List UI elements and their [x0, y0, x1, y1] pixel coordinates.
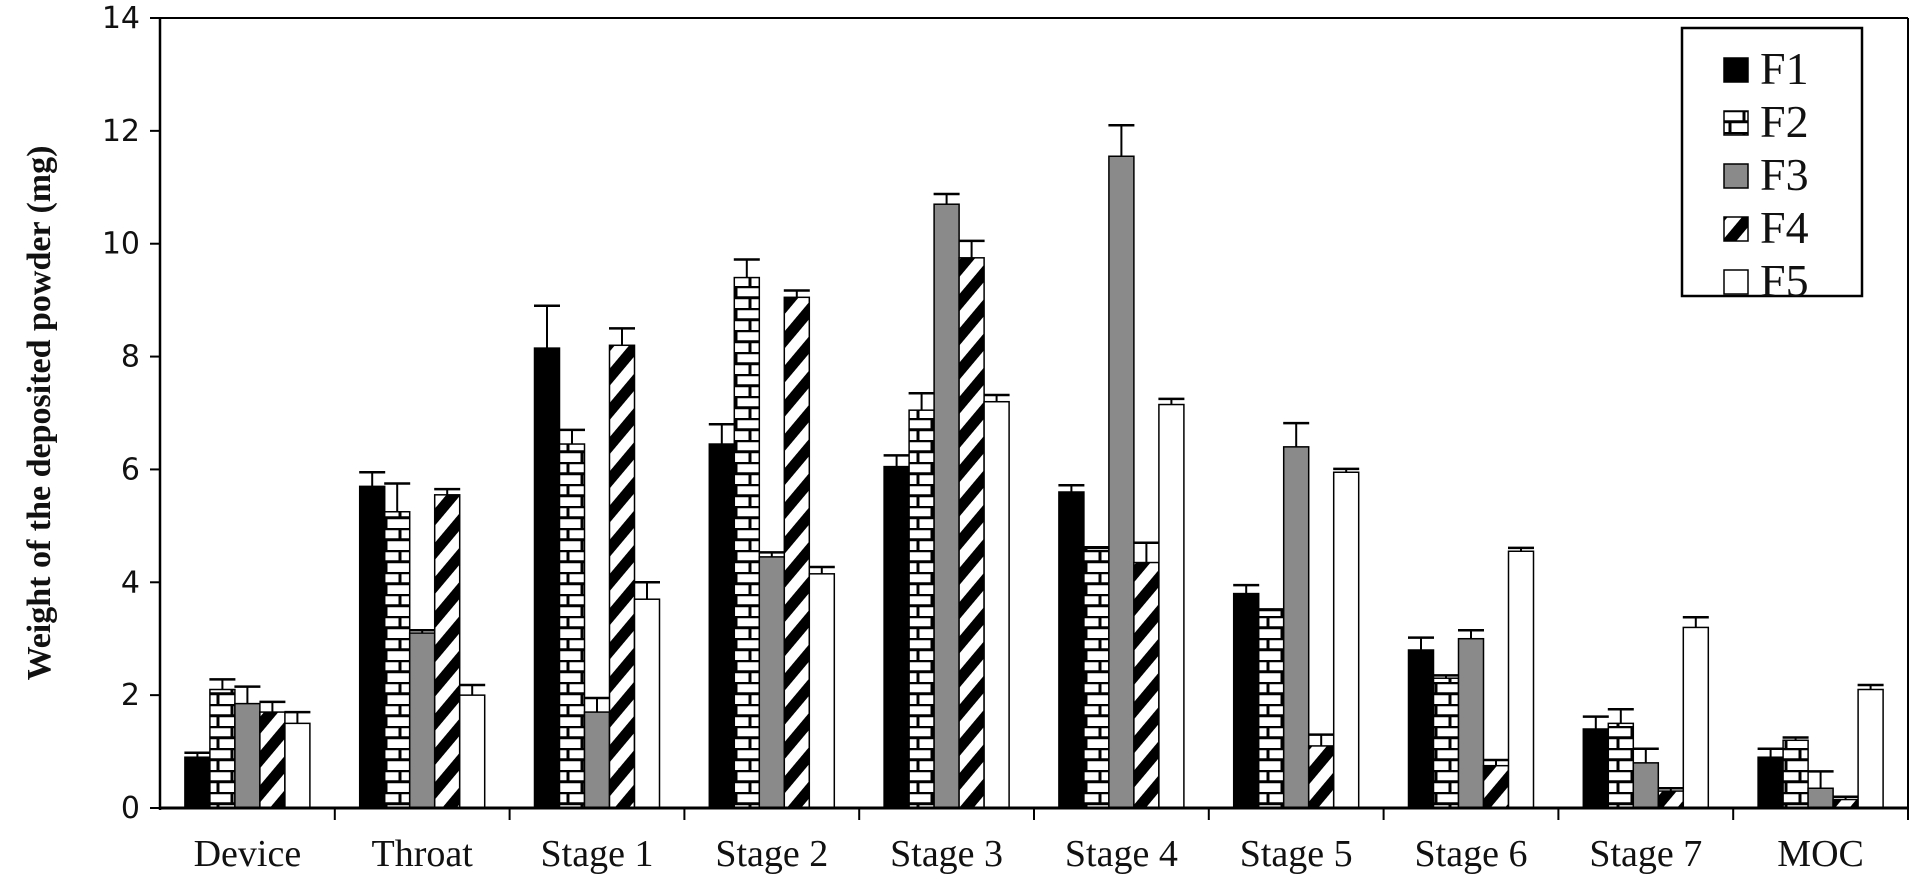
bar-f5 [458, 694, 486, 809]
bar-f5 [633, 598, 661, 809]
bar-f5 [983, 400, 1010, 809]
bar-f2 [383, 511, 411, 809]
legend-swatch-f4 [1723, 216, 1749, 242]
x-tick-label: MOC [1777, 833, 1864, 874]
axes: 0 2 4 6 8 10 12 14 Weight of the deposited powde… [21, 1, 1909, 875]
bars [184, 123, 1884, 809]
bar-f5 [1332, 471, 1360, 809]
legend-label-f4: F4 [1760, 202, 1809, 253]
legend-label-f3: F3 [1760, 149, 1809, 200]
bar-f3 [1807, 787, 1834, 809]
bar-f2 [733, 276, 761, 809]
y-tick-label: 6 [121, 452, 140, 487]
legend-label-f1: F1 [1760, 43, 1809, 94]
bar-f5 [1682, 626, 1710, 809]
x-tick-label: Stage 4 [1065, 833, 1178, 874]
bar-f2 [1257, 609, 1285, 809]
y-tick-label: 12 [102, 114, 140, 149]
bar-f3 [1282, 446, 1310, 809]
bar-f1 [1058, 491, 1085, 809]
bar-f4 [1307, 745, 1335, 809]
bar-f1 [1757, 756, 1784, 809]
bar-f1 [358, 485, 386, 809]
legend-swatch-f2 [1723, 110, 1749, 136]
bar-f2 [908, 409, 935, 809]
x-tick-label: Stage 2 [715, 833, 828, 874]
bar-f2 [1432, 677, 1460, 809]
bar-f4 [1482, 764, 1510, 809]
bar-f1 [1232, 592, 1260, 809]
bar-f3 [1632, 762, 1660, 809]
bar-f1 [708, 443, 736, 809]
x-tick-label: Device [194, 833, 302, 874]
bar-f4 [259, 711, 286, 809]
x-tick-label: Stage 7 [1589, 833, 1702, 874]
y-tick-label: 10 [102, 227, 140, 262]
bar-f4 [608, 344, 636, 809]
bar-f3 [758, 556, 786, 809]
y-tick-label: 8 [121, 340, 140, 375]
bar-f1 [1582, 728, 1610, 809]
bar-f2 [209, 688, 236, 809]
bar-f3 [1108, 155, 1135, 809]
y-tick-label: 4 [121, 565, 140, 600]
bar-f4 [1657, 790, 1685, 809]
bar-f3 [1457, 637, 1485, 809]
y-axis-title: Weight of the deposited powder (mg) [21, 146, 58, 681]
bar-f2 [1607, 722, 1635, 809]
bar-f5 [808, 573, 836, 809]
x-tick-label: Stage 1 [541, 833, 654, 874]
bar-f4 [958, 257, 985, 809]
legend-box [1680, 26, 1864, 298]
bar-f3 [234, 702, 261, 809]
bar-f1 [1407, 649, 1435, 809]
legend-label-f2: F2 [1760, 96, 1809, 147]
bar-f3 [408, 632, 436, 809]
bar-f2 [1782, 739, 1809, 809]
bar-f4 [1133, 561, 1160, 809]
x-tick-label: Stage 3 [890, 833, 1003, 874]
bar-f5 [1857, 688, 1884, 809]
x-tick-label: Stage 5 [1240, 833, 1353, 874]
x-tick-label: Throat [372, 833, 474, 874]
bar-f2 [1083, 547, 1110, 809]
bar-f1 [883, 465, 910, 809]
legend-swatch-f5 [1723, 269, 1749, 295]
bar-f5 [1507, 550, 1535, 809]
bar-f2 [558, 443, 586, 809]
legend-label-f5: F5 [1760, 255, 1809, 306]
bar-f5 [284, 722, 311, 809]
bar-f3 [583, 711, 611, 809]
y-tick-label: 14 [102, 1, 140, 36]
bar-f5 [1158, 403, 1185, 809]
legend-swatch-f3 [1723, 163, 1749, 189]
x-tick-label: Stage 6 [1415, 833, 1528, 874]
legend-swatch-f1 [1723, 57, 1749, 83]
bar-f1 [533, 347, 561, 809]
bar-f3 [933, 203, 960, 809]
bar-f4 [433, 494, 461, 809]
y-tick-label: 2 [121, 678, 140, 713]
bar-f1 [184, 756, 211, 809]
y-tick-label: 0 [121, 791, 140, 826]
bar-f4 [783, 296, 811, 809]
